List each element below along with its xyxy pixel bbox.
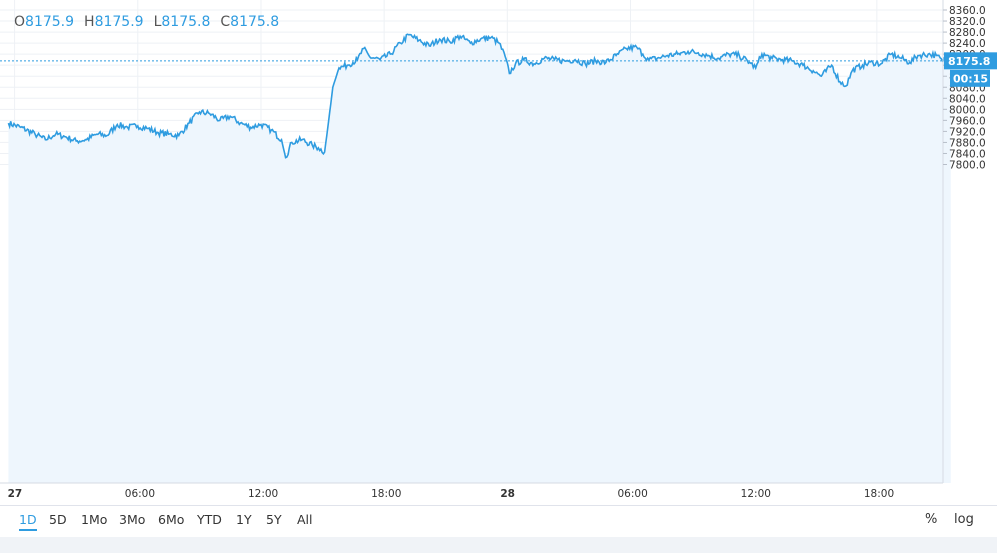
y-tick-label: 7880.0 xyxy=(949,137,986,149)
open-label: O xyxy=(14,14,26,30)
y-tick-label: 8040.0 xyxy=(949,93,986,105)
y-tick-label: 7840.0 xyxy=(949,148,986,160)
high-value: 8175.9 xyxy=(94,14,144,30)
last-price-value: 8175.8 xyxy=(948,55,990,68)
time-scale: 27 06:00 12:00 18:00 28 06:00 12:00 18:00 xyxy=(8,488,895,500)
range-5y-button[interactable]: 5Y xyxy=(266,512,282,527)
range-1mo-button[interactable]: 1Mo xyxy=(81,512,108,527)
range-toolbar: 1D 5D 1Mo 3Mo 6Mo YTD 1Y 5Y All % log xyxy=(0,505,997,538)
y-tick-label: 8240.0 xyxy=(949,38,986,50)
last-price-label-bg xyxy=(944,52,997,70)
low-value: 8175.8 xyxy=(161,14,211,30)
x-tick-label: 12:00 xyxy=(741,488,771,500)
price-scale: 7800.07840.07880.07920.07960.08000.08040… xyxy=(943,5,986,172)
x-tick-label: 12:00 xyxy=(248,488,278,500)
price-chart[interactable]: 7800.07840.07880.07920.07960.08000.08040… xyxy=(0,0,997,505)
close-value: 8175.8 xyxy=(230,14,280,30)
x-tick-label: 18:00 xyxy=(864,488,894,500)
x-tick-label: 27 xyxy=(8,488,23,500)
countdown-value: 00:15 xyxy=(953,72,988,85)
percent-scale-button[interactable]: % xyxy=(925,512,938,527)
range-3mo-button[interactable]: 3Mo xyxy=(119,512,146,527)
y-tick-label: 7920.0 xyxy=(949,126,986,138)
x-tick-label: 18:00 xyxy=(371,488,401,500)
x-tick-label: 06:00 xyxy=(125,488,155,500)
open-value: 8175.9 xyxy=(25,14,75,30)
close-label: C xyxy=(220,14,231,30)
y-tick-label: 7960.0 xyxy=(949,115,986,127)
price-area-fill xyxy=(8,34,951,483)
ohlc-legend: O8175.9 H8175.9 L8175.8 C8175.8 xyxy=(14,14,279,30)
y-tick-label: 8320.0 xyxy=(949,16,986,28)
range-5d-button[interactable]: 5D xyxy=(49,512,67,527)
range-ytd-button[interactable]: YTD xyxy=(197,512,222,527)
low-label: L xyxy=(153,14,162,30)
price-line xyxy=(7,33,952,159)
y-tick-label: 7800.0 xyxy=(949,160,986,172)
range-6mo-button[interactable]: 6Mo xyxy=(158,512,185,527)
log-scale-button[interactable]: log xyxy=(954,512,974,527)
countdown-label: 00:15 xyxy=(950,69,990,87)
x-tick-label: 06:00 xyxy=(618,488,648,500)
range-all-button[interactable]: All xyxy=(297,512,313,527)
countdown-label-bg xyxy=(950,69,990,87)
x-tick-label: 28 xyxy=(500,488,515,500)
range-1y-button[interactable]: 1Y xyxy=(236,512,252,527)
y-tick-label: 8360.0 xyxy=(949,5,986,17)
footer-strip xyxy=(0,537,997,553)
y-tick-label: 8000.0 xyxy=(949,104,986,116)
high-label: H xyxy=(84,14,95,30)
range-1d-button[interactable]: 1D xyxy=(19,512,37,531)
last-price-label: 8175.8 xyxy=(944,52,997,70)
y-tick-label: 8280.0 xyxy=(949,27,986,39)
